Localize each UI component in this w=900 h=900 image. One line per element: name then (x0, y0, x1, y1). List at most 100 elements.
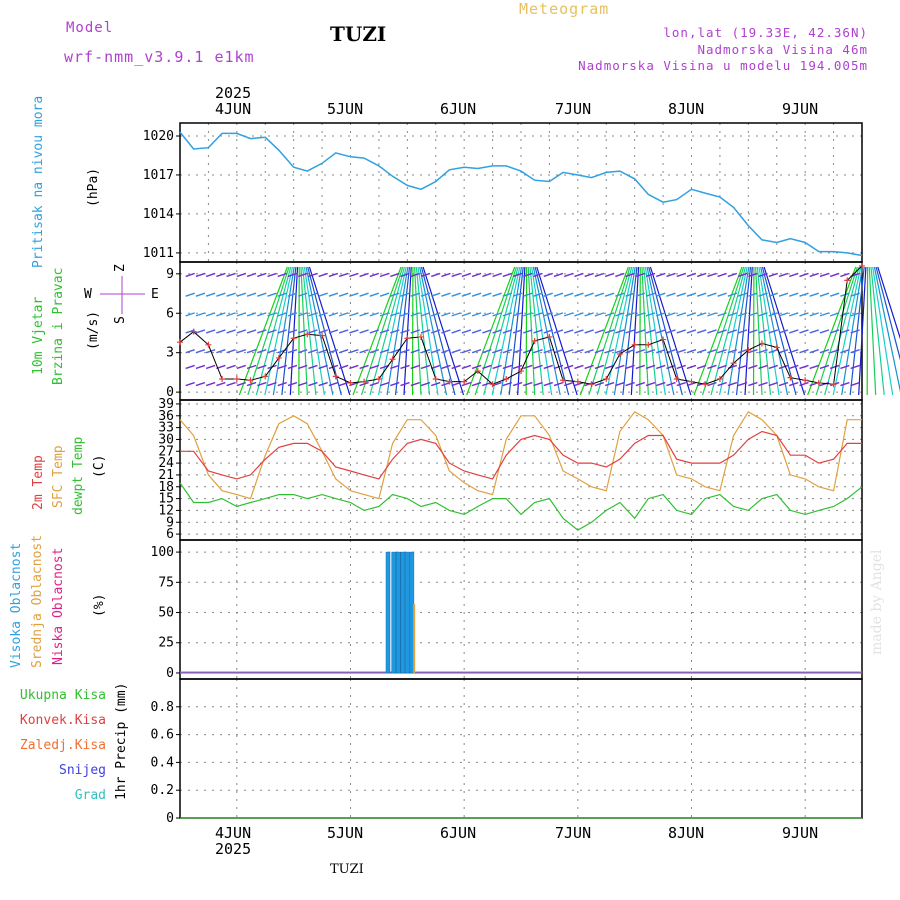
wind-barb (267, 272, 277, 278)
wind-speed-marker (304, 331, 311, 338)
wind-barb (523, 381, 533, 387)
wind-barb (543, 364, 553, 370)
wind-barb (737, 292, 748, 297)
wind-barb (359, 329, 369, 334)
wind-barb (615, 329, 625, 334)
wind-barb (717, 292, 727, 297)
cloud-ytick: 25 (158, 636, 174, 651)
wind-barb (390, 381, 400, 387)
wind-barb (390, 364, 400, 370)
wind-barb (297, 292, 308, 297)
wind-barb (625, 329, 635, 334)
wind-barb (246, 292, 257, 297)
wind-barb (216, 329, 226, 334)
wind-barb (369, 364, 380, 370)
wind-barb (604, 349, 615, 354)
wind-barb (297, 329, 308, 334)
wind-barb (338, 349, 349, 354)
wind-barb (768, 329, 779, 334)
wind-barb (308, 364, 318, 370)
wind-barb (768, 292, 779, 297)
wind-barb (471, 272, 482, 278)
cloud-high-label: Visoka Oblacnost (9, 543, 24, 668)
wind-vector (841, 266, 864, 396)
wind-barb (737, 364, 748, 370)
wind-vector (247, 266, 290, 396)
wind-barb (696, 364, 707, 370)
wind-barb (471, 292, 482, 297)
wind-barb (717, 312, 727, 317)
wind-barb (318, 292, 328, 297)
wind-barb (809, 364, 819, 370)
wind-barb (635, 364, 646, 370)
wind-barb (308, 349, 318, 354)
pressure-frame (179, 122, 863, 263)
wind-barb (267, 292, 277, 297)
wind-barb (604, 329, 615, 334)
temp-sfc-label: SFC Temp (51, 445, 66, 508)
wind-barb (369, 329, 380, 334)
wind-barb (625, 381, 635, 387)
wind-barb (308, 272, 318, 278)
wind-barb (328, 329, 339, 334)
wind-barb (676, 381, 686, 387)
wind-speed-marker (262, 373, 269, 380)
wind-speed-marker (844, 277, 851, 284)
wind-barb (410, 329, 420, 334)
wind-barb (328, 349, 339, 354)
wind-barb (574, 272, 584, 278)
wind-barb (451, 364, 461, 370)
wind-barb (625, 312, 635, 317)
wind-speed-marker (177, 339, 183, 346)
wind-barb (410, 381, 420, 387)
wind-barb (257, 349, 267, 354)
wind-barb (676, 292, 686, 297)
temp-ytick: 27 (158, 444, 174, 459)
wind-vector (419, 266, 448, 396)
wind-barb (533, 292, 543, 297)
wind-barb (696, 292, 707, 297)
wind-barb (379, 329, 390, 334)
wind-speed-marker (474, 368, 481, 375)
wind-barb (482, 329, 492, 334)
wind-barb (615, 364, 625, 370)
wind-barb (441, 292, 451, 297)
wind-barb (216, 381, 226, 387)
wind-barb (257, 329, 267, 334)
footer-title: TUZI (330, 862, 364, 877)
wind-vector (264, 266, 294, 396)
wind-barb (574, 381, 584, 387)
temp-ytick: 12 (158, 503, 174, 518)
wind-barb (543, 381, 553, 387)
wind-barb (758, 381, 768, 387)
wind-barb (195, 329, 206, 334)
wind-barb (400, 272, 410, 278)
wind-barb (349, 364, 359, 370)
wind-barb (502, 272, 513, 278)
wind-barb (656, 381, 666, 387)
wind-barb (430, 329, 441, 334)
wind-barb (707, 349, 717, 354)
wind-barb (236, 349, 247, 354)
wind-barb (829, 292, 840, 297)
wind-barb (533, 312, 543, 317)
wind-barb (297, 349, 308, 354)
wind-barb (246, 349, 257, 354)
wind-barb (369, 292, 380, 297)
wind-barb (492, 349, 502, 354)
wind-barb (226, 381, 236, 387)
wind-barb (829, 312, 840, 317)
cloud-ytick: 50 (158, 606, 174, 621)
wind-barb (615, 292, 625, 297)
wind-barb (645, 349, 656, 354)
wind-barb (471, 329, 482, 334)
wind-barb (195, 292, 206, 297)
wind-barb (308, 329, 318, 334)
wind-barb (840, 364, 850, 370)
wind-barb (594, 329, 605, 334)
bottom-day-label-4: 7JUN (555, 824, 591, 842)
wind-barb (666, 292, 676, 297)
wind-barb (748, 381, 758, 387)
wind-barb (216, 272, 226, 278)
